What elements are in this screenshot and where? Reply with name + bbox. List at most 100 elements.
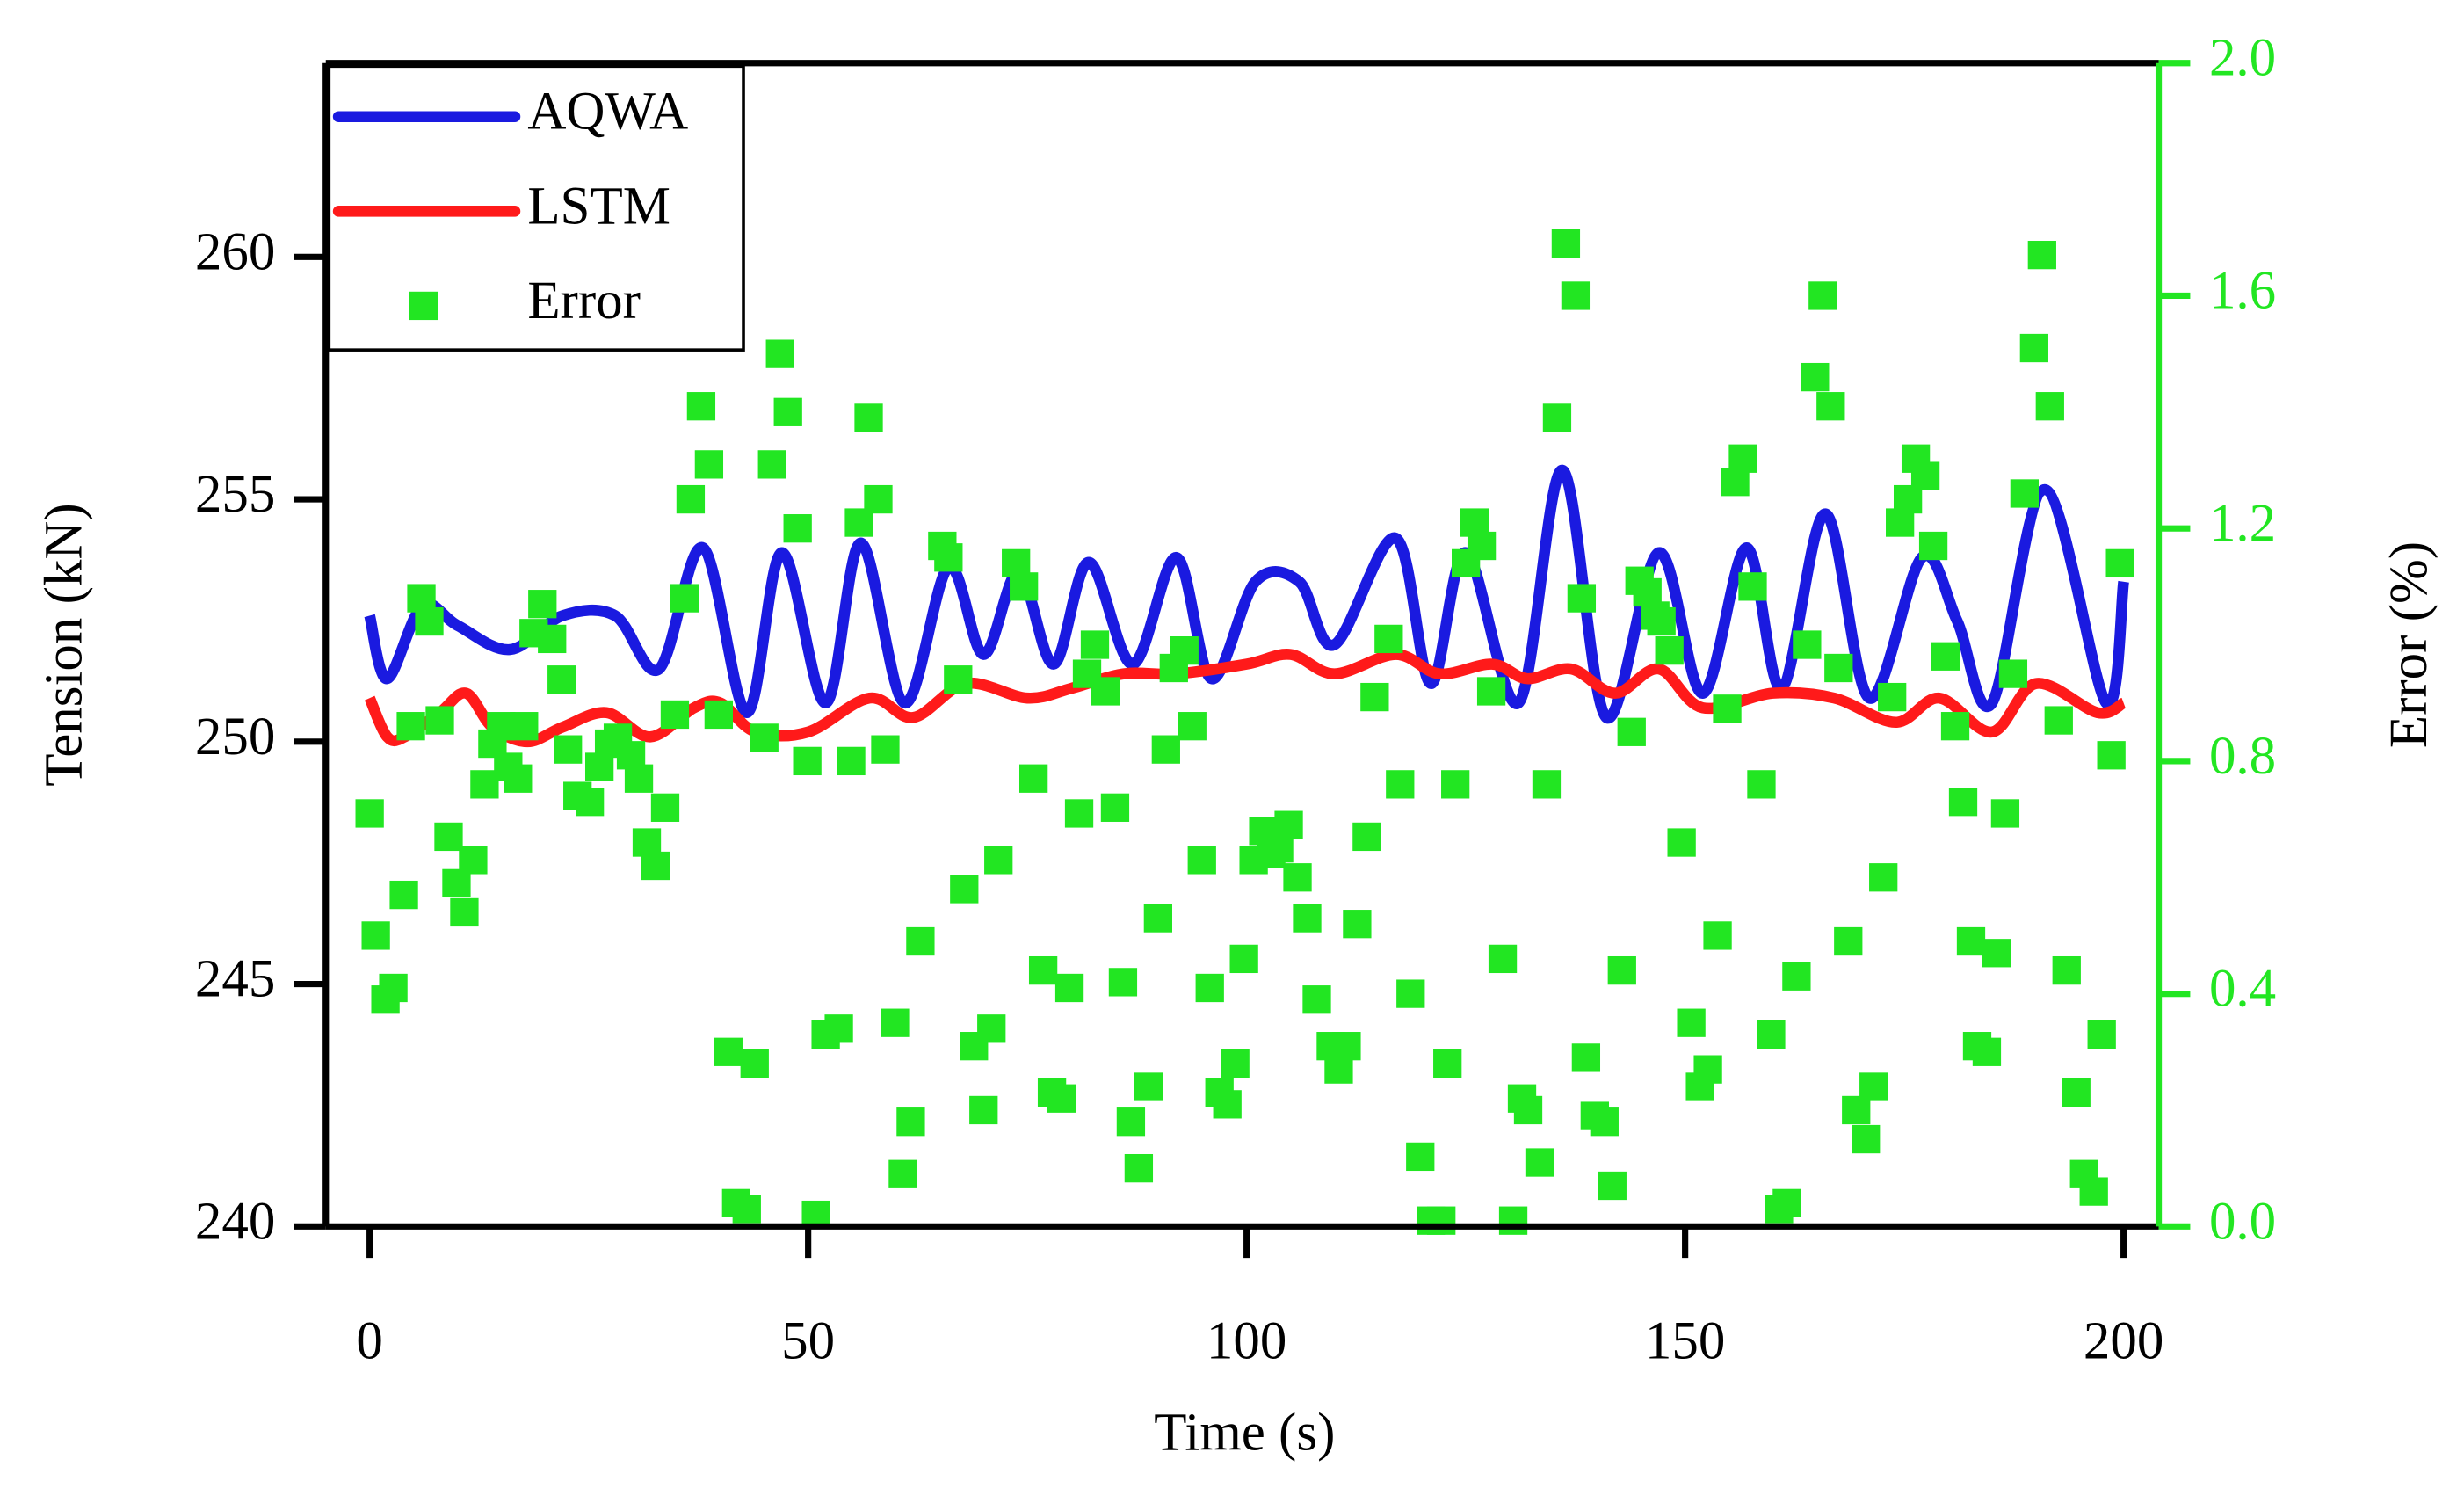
scatter-point bbox=[660, 700, 690, 730]
scatter-point bbox=[1293, 904, 1322, 933]
scatter-point bbox=[1747, 770, 1776, 799]
scatter-point bbox=[765, 339, 794, 368]
scatter-point bbox=[1028, 955, 1058, 985]
series-layer bbox=[364, 464, 2129, 748]
scatter-point bbox=[1590, 1107, 1619, 1137]
scatter-point bbox=[1852, 1124, 1881, 1154]
scatter-point bbox=[1195, 973, 1224, 1003]
scatter-point bbox=[773, 397, 802, 426]
x-tick-label: 0 bbox=[356, 1312, 382, 1371]
y2-tick-label: 0.4 bbox=[2209, 960, 2276, 1019]
scatter-point bbox=[538, 624, 567, 654]
scatter-point bbox=[459, 846, 488, 875]
scatter-point bbox=[1124, 1153, 1154, 1183]
scatter-point bbox=[837, 746, 866, 776]
scatter-point bbox=[1100, 793, 1130, 822]
scatter-point bbox=[2052, 955, 2081, 985]
y2-axis-label: Error (%) bbox=[2380, 541, 2439, 748]
scatter-point bbox=[528, 590, 557, 619]
legend-marker bbox=[409, 291, 438, 321]
y-tick-label: 240 bbox=[195, 1192, 275, 1251]
scatter-point bbox=[1229, 944, 1258, 974]
scatter-point bbox=[1064, 799, 1094, 828]
scatter-point bbox=[1221, 1049, 1250, 1078]
scatter-point bbox=[624, 764, 654, 793]
scatter-point bbox=[1561, 281, 1591, 310]
scatter-point bbox=[1274, 810, 1303, 839]
scatter-point bbox=[415, 606, 444, 636]
scatter-point bbox=[1178, 712, 1207, 741]
scatter-point bbox=[1374, 624, 1403, 654]
scatter-point bbox=[450, 897, 479, 927]
scatter-point bbox=[1010, 572, 1039, 601]
scatter-point bbox=[547, 665, 576, 694]
scatter-point bbox=[425, 706, 454, 735]
scatter-point bbox=[1931, 642, 1960, 671]
scatter-point bbox=[2087, 1020, 2116, 1049]
scatter-point bbox=[1091, 677, 1120, 706]
scatter-point bbox=[1757, 1020, 1786, 1049]
scatter-point bbox=[1667, 828, 1696, 857]
scatter-point bbox=[1498, 1206, 1528, 1235]
scatter-point bbox=[2105, 548, 2134, 578]
scatter-point bbox=[969, 1095, 998, 1125]
scatter-point bbox=[1488, 944, 1518, 974]
scatter-point bbox=[1116, 1107, 1146, 1137]
scatter-point bbox=[1360, 682, 1389, 712]
scatter-point bbox=[1808, 281, 1837, 310]
scatter-point bbox=[1859, 1072, 1888, 1101]
scatter-point bbox=[1386, 770, 1415, 799]
scatter-point bbox=[1834, 926, 1863, 956]
y-tick-label: 245 bbox=[195, 950, 275, 1009]
scatter-point bbox=[1728, 444, 1757, 473]
scatter-point bbox=[783, 514, 812, 543]
scatter-point bbox=[1283, 863, 1312, 892]
scatter-point bbox=[888, 1159, 917, 1188]
y2-tick-label: 2.0 bbox=[2209, 29, 2276, 88]
scatter-point bbox=[906, 926, 935, 956]
scatter-point bbox=[1940, 712, 1970, 741]
scatter-point bbox=[1801, 362, 1830, 392]
scatter-point bbox=[1134, 1072, 1163, 1101]
y-tick-label: 255 bbox=[195, 465, 275, 524]
scatter-point bbox=[1143, 904, 1172, 933]
legend-label: LSTM bbox=[527, 177, 670, 236]
scatter-point bbox=[1427, 1206, 1456, 1235]
x-tick-label: 150 bbox=[1645, 1312, 1725, 1371]
scatter-point bbox=[1617, 717, 1646, 746]
legend-label: AQWA bbox=[527, 83, 688, 142]
scatter-point bbox=[650, 793, 680, 822]
scatter-point bbox=[1647, 606, 1676, 636]
scatter-point bbox=[470, 770, 499, 799]
scatter-point bbox=[1956, 926, 1986, 956]
scatter-point bbox=[1433, 1049, 1462, 1078]
scatter-point bbox=[694, 450, 724, 479]
scatter-point bbox=[1170, 636, 1199, 665]
line-series bbox=[364, 464, 2129, 724]
scatter-point bbox=[686, 392, 716, 421]
scatter-point bbox=[704, 700, 733, 730]
scatter-point bbox=[2044, 706, 2073, 735]
scatter-point bbox=[1816, 392, 1845, 421]
scatter-point bbox=[1047, 1084, 1076, 1113]
scatter-point bbox=[1406, 1142, 1435, 1172]
scatter-point bbox=[1869, 863, 1898, 892]
scatter-point bbox=[757, 450, 786, 479]
scatter-point bbox=[1598, 1171, 1627, 1201]
y2-tick-label: 0.0 bbox=[2209, 1192, 2276, 1251]
scatter-point bbox=[1793, 630, 1822, 659]
scatter-point bbox=[1738, 572, 1767, 601]
y-tick-label: 260 bbox=[195, 222, 275, 281]
scatter-point bbox=[1441, 770, 1470, 799]
scatter-point bbox=[1352, 822, 1381, 852]
scatter-point bbox=[1655, 636, 1684, 665]
scatter-point bbox=[1607, 955, 1636, 985]
scatter-point bbox=[1476, 677, 1506, 706]
scatter-point bbox=[1525, 1148, 1554, 1177]
x-axis-label: Time (s) bbox=[1154, 1404, 1335, 1463]
scatter-point bbox=[854, 403, 883, 432]
scatter-point bbox=[670, 584, 699, 613]
legend: AQWA LSTM Error bbox=[327, 64, 745, 352]
scatter-point bbox=[740, 1049, 769, 1078]
